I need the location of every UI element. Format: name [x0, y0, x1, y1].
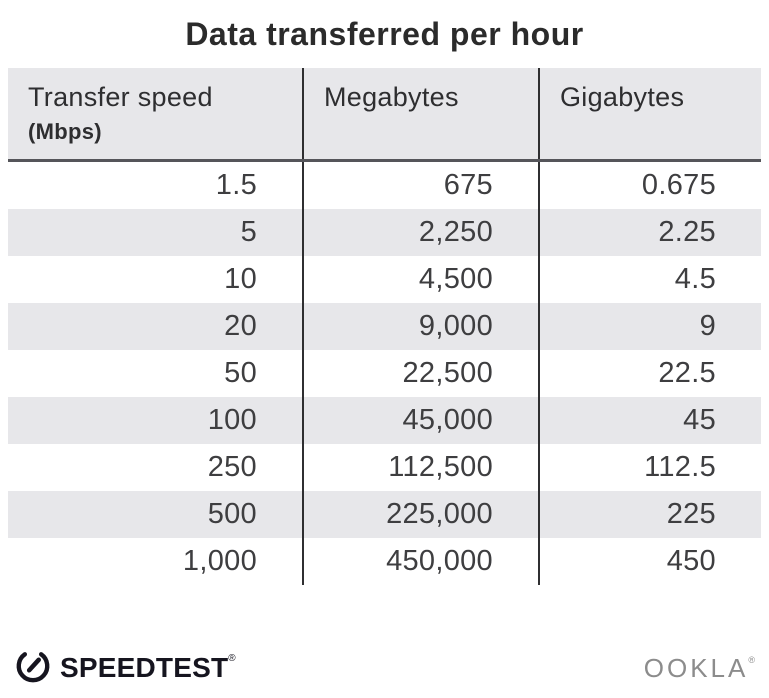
cell-megabytes: 225,000 — [302, 491, 538, 538]
table-row: 10 4,500 4.5 — [8, 256, 761, 303]
speedtest-logo: SPEEDTEST® — [14, 647, 236, 690]
page-title: Data transferred per hour — [185, 16, 584, 52]
table-row: 20 9,000 9 — [8, 303, 761, 350]
cell-megabytes: 9,000 — [302, 303, 538, 350]
header-gigabytes-label: Gigabytes — [560, 82, 685, 112]
cell-speed: 500 — [207, 498, 257, 530]
cell-speed: 1,000 — [182, 545, 257, 577]
cell-speed: 250 — [207, 451, 257, 483]
header-gigabytes: Gigabytes — [538, 68, 761, 159]
cell-speed: 5 — [240, 216, 257, 248]
header-transfer-speed-label: Transfer speed — [28, 82, 213, 112]
table-row: 5 2,250 2.25 — [8, 209, 761, 256]
header-transfer-speed: Transfer speed (Mbps) — [8, 68, 302, 159]
cell-speed: 1.5 — [215, 169, 257, 201]
cell-gigabytes: 2.25 — [538, 209, 761, 256]
cell-gigabytes: 45 — [538, 397, 761, 444]
ookla-wordmark: OOKLA® — [644, 653, 755, 684]
cell-megabytes: 2,250 — [302, 209, 538, 256]
cell-speed: 10 — [224, 263, 257, 295]
ookla-registered-mark: ® — [748, 654, 755, 665]
table-row: 1.5 675 0.675 — [8, 162, 761, 209]
cell-gigabytes: 9 — [538, 303, 761, 350]
table-row: 100 45,000 45 — [8, 397, 761, 444]
ookla-wordmark-text: OOKLA — [643, 652, 749, 683]
cell-gigabytes: 225 — [538, 491, 761, 538]
cell-speed: 20 — [224, 310, 257, 342]
cell-speed: 100 — [207, 404, 257, 436]
speedtest-registered-mark: ® — [228, 653, 236, 664]
cell-gigabytes: 112.5 — [538, 444, 761, 491]
cell-megabytes: 22,500 — [302, 350, 538, 397]
cell-megabytes: 675 — [302, 162, 538, 209]
table-row: 1,000 450,000 450 — [8, 538, 761, 585]
data-table: Transfer speed (Mbps) Megabytes Gigabyte… — [8, 68, 761, 585]
cell-gigabytes: 450 — [538, 538, 761, 585]
speedtest-wordmark-text: SPEEDTEST — [60, 652, 229, 683]
cell-megabytes: 450,000 — [302, 538, 538, 585]
header-megabytes-label: Megabytes — [324, 82, 459, 112]
header-megabytes: Megabytes — [302, 68, 538, 159]
footer: SPEEDTEST® OOKLA® — [14, 648, 755, 688]
table-row: 250 112,500 112.5 — [8, 444, 761, 491]
header-transfer-speed-unit: (Mbps) — [28, 119, 102, 144]
cell-megabytes: 4,500 — [302, 256, 538, 303]
speedtest-gauge-icon — [14, 647, 52, 690]
cell-gigabytes: 0.675 — [538, 162, 761, 209]
cell-megabytes: 45,000 — [302, 397, 538, 444]
table-row: 500 225,000 225 — [8, 491, 761, 538]
cell-gigabytes: 4.5 — [538, 256, 761, 303]
cell-speed: 50 — [224, 357, 257, 389]
cell-gigabytes: 22.5 — [538, 350, 761, 397]
speedtest-wordmark: SPEEDTEST® — [60, 652, 236, 684]
table-row: 50 22,500 22.5 — [8, 350, 761, 397]
cell-megabytes: 112,500 — [302, 444, 538, 491]
table-header-row: Transfer speed (Mbps) Megabytes Gigabyte… — [8, 68, 761, 162]
